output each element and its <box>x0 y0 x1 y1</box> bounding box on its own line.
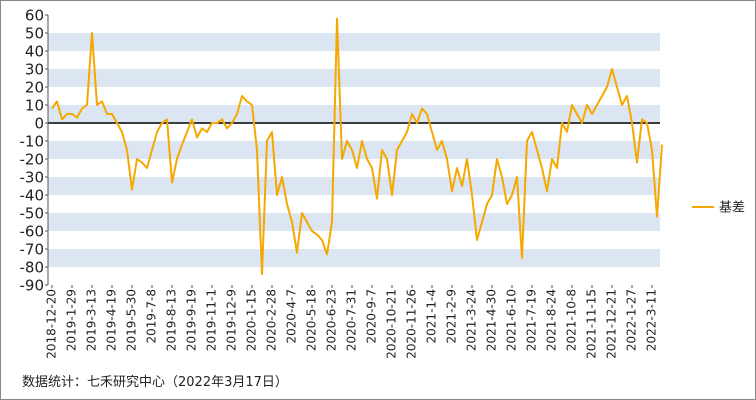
x-tick-label: 2019-5-30 <box>125 289 139 351</box>
series-line <box>51 17 663 276</box>
x-tick-label: 2021-4-30 <box>485 289 499 351</box>
y-tick-label: -10 <box>20 133 45 151</box>
x-tick-label: 2021-10-8 <box>565 289 579 351</box>
x-tick-label: 2020-9-7 <box>365 289 379 343</box>
grid-band <box>48 249 660 267</box>
x-tick-label: 2021-8-24 <box>545 289 559 351</box>
y-tick-label: -30 <box>20 169 45 187</box>
x-tick-label: 2019-4-19 <box>105 289 119 351</box>
x-tick-label: 2020-5-18 <box>305 289 319 351</box>
x-tick-label: 2019-7-8 <box>145 289 159 343</box>
grid-band <box>48 33 660 51</box>
y-tick-label: -40 <box>20 187 45 205</box>
x-tick-label: 2021-3-24 <box>465 289 479 351</box>
x-tick-label: 2022-3-11 <box>645 289 659 351</box>
x-tick-label: 2020-2-28 <box>265 289 279 351</box>
y-tick-label: -70 <box>20 241 45 259</box>
y-tick-label: -80 <box>20 259 45 277</box>
x-tick-label: 2022-1-27 <box>625 289 639 351</box>
grid-band <box>48 177 660 195</box>
y-tick-label: 20 <box>25 79 44 97</box>
x-tick-label: 2021-2-9 <box>445 289 459 343</box>
x-tick-label: 2020-6-23 <box>325 289 339 351</box>
x-tick-label: 2021-11-15 <box>585 289 599 359</box>
y-tick-label: 30 <box>25 61 44 79</box>
x-tick-label: 2021-12-21 <box>605 289 619 359</box>
y-tick-label: -20 <box>20 151 45 169</box>
y-tick-label: 50 <box>25 25 44 43</box>
y-tick-label: 10 <box>25 97 44 115</box>
grid-band <box>48 105 660 123</box>
legend-label: 基差 <box>719 201 745 216</box>
x-tick-label: 2019-8-13 <box>165 289 179 351</box>
x-tick-label: 2019-9-19 <box>185 289 199 351</box>
x-tick-label: 2019-3-13 <box>85 289 99 351</box>
x-tick-label: 2020-11-26 <box>405 289 419 359</box>
x-tick-label: 2021-6-10 <box>505 289 519 351</box>
x-tick-label: 2019-1-29 <box>65 289 79 351</box>
y-tick-label: 40 <box>25 43 44 61</box>
y-tick-label: -90 <box>20 277 45 295</box>
grid-band <box>48 141 660 159</box>
x-tick-label: 2021-7-19 <box>525 289 539 351</box>
y-tick-label: 0 <box>34 115 44 133</box>
grid-band <box>48 213 660 231</box>
note: 数据统计：七禾研究中心（2022年3月17日） <box>22 375 288 390</box>
y-tick-label: 60 <box>25 7 44 25</box>
x-tick-label: 2020-10-21 <box>385 289 399 359</box>
y-tick-label: -50 <box>20 205 45 223</box>
x-tick-label: 2020-1-15 <box>245 289 259 351</box>
x-tick-label: 2019-11-1 <box>205 289 219 351</box>
x-tick-label: 2020-4-7 <box>285 289 299 343</box>
y-tick-label: -60 <box>20 223 45 241</box>
x-tick-label: 2018-12-20 <box>45 289 59 359</box>
grid-band <box>48 69 660 87</box>
x-tick-label: 2019-12-9 <box>225 289 239 351</box>
x-tick-label: 2021-1-4 <box>425 289 439 343</box>
x-tick-label: 2020-7-31 <box>345 289 359 351</box>
